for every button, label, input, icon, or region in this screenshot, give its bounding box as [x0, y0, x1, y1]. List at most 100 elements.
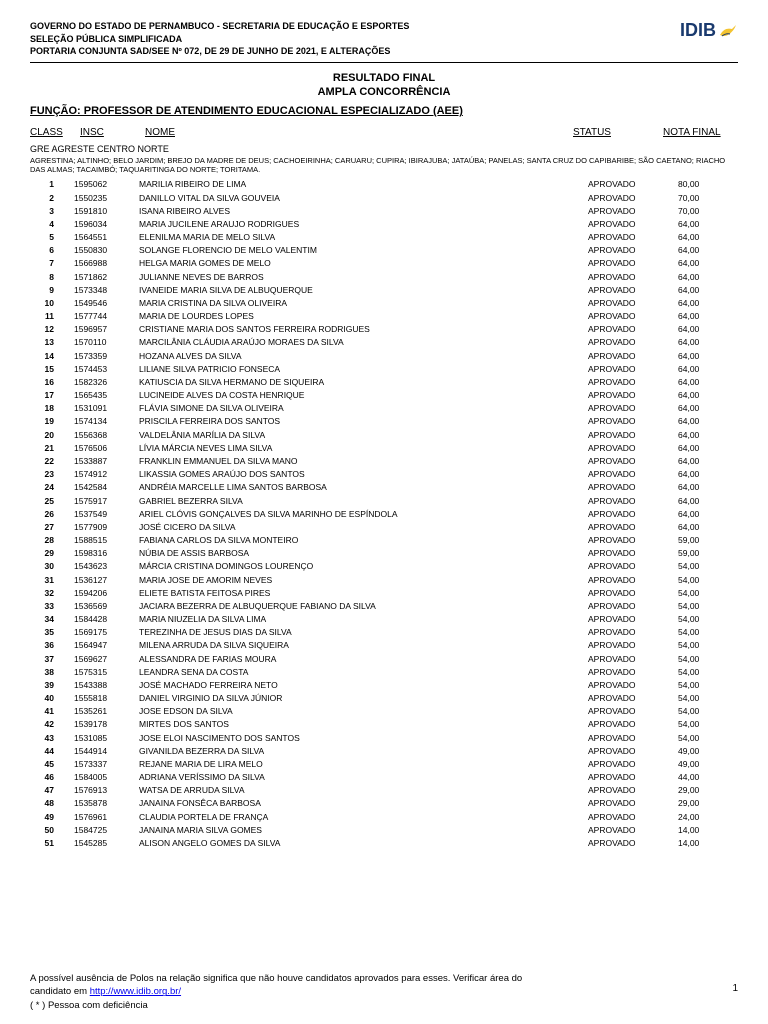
table-row: 411535261JOSE EDSON DA SILVAAPROVADO54,0… [30, 705, 738, 718]
cell-class: 18 [30, 402, 60, 415]
cell-insc: 1594206 [60, 587, 125, 600]
cell-insc: 1535878 [60, 797, 125, 810]
cell-class: 8 [30, 271, 60, 284]
cell-status: APROVADO [588, 336, 678, 349]
cell-class: 37 [30, 653, 60, 666]
cell-nota: 64,00 [678, 363, 738, 376]
table-row: 401555818DANIEL VIRGINIO DA SILVA JÚNIOR… [30, 692, 738, 705]
footer-line-1b: candidato em http://www.idib.org.br/ [30, 985, 738, 998]
cell-insc: 1574134 [60, 415, 125, 428]
cell-status: APROVADO [588, 534, 678, 547]
cell-class: 23 [30, 468, 60, 481]
cell-status: APROVADO [588, 402, 678, 415]
cell-insc: 1584725 [60, 824, 125, 837]
table-row: 111577744MARIA DE LOURDES LOPESAPROVADO6… [30, 310, 738, 323]
cell-class: 27 [30, 521, 60, 534]
footer-link[interactable]: http://www.idib.org.br/ [90, 986, 181, 997]
cell-insc: 1535261 [60, 705, 125, 718]
cell-status: APROVADO [588, 350, 678, 363]
cell-class: 43 [30, 732, 60, 745]
cell-status: APROVADO [588, 376, 678, 389]
cell-status: APROVADO [588, 745, 678, 758]
cell-nome: FABIANA CARLOS DA SILVA MONTEIRO [125, 534, 588, 547]
table-row: 91573348IVANEIDE MARIA SILVA DE ALBUQUER… [30, 284, 738, 297]
table-row: 131570110MARCILÂNIA CLÁUDIA ARAÚJO MORAE… [30, 336, 738, 349]
cell-class: 20 [30, 429, 60, 442]
cell-insc: 1542584 [60, 481, 125, 494]
header-line-2: SELEÇÃO PÚBLICA SIMPLIFICADA [30, 33, 409, 46]
col-header-nome: NOME [145, 127, 573, 138]
cell-status: APROVADO [588, 560, 678, 573]
cell-nome: JOSE ELOI NASCIMENTO DOS SANTOS [125, 732, 588, 745]
cell-insc: 1543623 [60, 560, 125, 573]
region-cities: AGRESTINA; ALTINHO; BELO JARDIM; BREJO D… [30, 156, 738, 174]
cell-insc: 1536569 [60, 600, 125, 613]
region-name: GRE AGRESTE CENTRO NORTE [30, 144, 738, 154]
cell-nome: ALISON ANGELO GOMES DA SILVA [125, 837, 588, 850]
cell-nota: 54,00 [678, 666, 738, 679]
cell-status: APROVADO [588, 205, 678, 218]
table-row: 181531091FLÁVIA SIMONE DA SILVA OLIVEIRA… [30, 402, 738, 415]
table-row: 511545285ALISON ANGELO GOMES DA SILVAAPR… [30, 837, 738, 850]
cell-class: 51 [30, 837, 60, 850]
cell-class: 26 [30, 508, 60, 521]
title-block: RESULTADO FINAL AMPLA CONCORRÊNCIA [30, 71, 738, 100]
cell-nota: 64,00 [678, 257, 738, 270]
cell-class: 12 [30, 323, 60, 336]
logo-bird-icon [718, 23, 738, 39]
cell-status: APROVADO [588, 455, 678, 468]
cell-insc: 1577909 [60, 521, 125, 534]
cell-nota: 29,00 [678, 797, 738, 810]
cell-class: 11 [30, 310, 60, 323]
cell-status: APROVADO [588, 574, 678, 587]
cell-insc: 1574453 [60, 363, 125, 376]
cell-insc: 1539178 [60, 718, 125, 731]
cell-status: APROVADO [588, 415, 678, 428]
cell-nome: CRISTIANE MARIA DOS SANTOS FERREIRA RODR… [125, 323, 588, 336]
table-row: 311536127MARIA JOSE DE AMORIM NEVESAPROV… [30, 574, 738, 587]
cell-nome: HOZANA ALVES DA SILVA [125, 350, 588, 363]
cell-nota: 80,00 [678, 178, 738, 191]
cell-status: APROVADO [588, 824, 678, 837]
cell-nota: 54,00 [678, 560, 738, 573]
cell-nota: 64,00 [678, 455, 738, 468]
cell-insc: 1536127 [60, 574, 125, 587]
cell-status: APROVADO [588, 442, 678, 455]
cell-nome: DANILLO VITAL DA SILVA GOUVEIA [125, 192, 588, 205]
cell-nota: 14,00 [678, 837, 738, 850]
cell-class: 1 [30, 178, 60, 191]
cell-insc: 1595062 [60, 178, 125, 191]
cell-nome: IVANEIDE MARIA SILVA DE ALBUQUERQUE [125, 284, 588, 297]
col-header-nota: NOTA FINAL [663, 127, 738, 138]
cell-status: APROVADO [588, 231, 678, 244]
cell-nome: ALESSANDRA DE FARIAS MOURA [125, 653, 588, 666]
cell-class: 17 [30, 389, 60, 402]
table-row: 501584725JANAINA MARIA SILVA GOMESAPROVA… [30, 824, 738, 837]
cell-nome: ANDRÉIA MARCELLE LIMA SANTOS BARBOSA [125, 481, 588, 494]
cell-nome: MARIA CRISTINA DA SILVA OLIVEIRA [125, 297, 588, 310]
table-row: 241542584ANDRÉIA MARCELLE LIMA SANTOS BA… [30, 481, 738, 494]
cell-nota: 49,00 [678, 745, 738, 758]
table-row: 201556368VALDELÂNIA MARÍLIA DA SILVAAPRO… [30, 429, 738, 442]
cell-status: APROVADO [588, 468, 678, 481]
table-row: 251575917GABRIEL BEZERRA SILVAAPROVADO64… [30, 495, 738, 508]
cell-status: APROVADO [588, 257, 678, 270]
table-row: 271577909JOSÉ CICERO DA SILVAAPROVADO64,… [30, 521, 738, 534]
col-header-insc: INSC [80, 127, 145, 138]
cell-insc: 1543388 [60, 679, 125, 692]
cell-class: 22 [30, 455, 60, 468]
cell-class: 49 [30, 811, 60, 824]
cell-nome: VALDELÂNIA MARÍLIA DA SILVA [125, 429, 588, 442]
cell-nome: ARIEL CLÓVIS GONÇALVES DA SILVA MARINHO … [125, 508, 588, 521]
cell-nota: 64,00 [678, 271, 738, 284]
cell-nome: FLÁVIA SIMONE DA SILVA OLIVEIRA [125, 402, 588, 415]
cell-nome: JULIANNE NEVES DE BARROS [125, 271, 588, 284]
cell-nota: 64,00 [678, 244, 738, 257]
cell-nome: NÚBIA DE ASSIS BARBOSA [125, 547, 588, 560]
cell-insc: 1564947 [60, 639, 125, 652]
cell-status: APROVADO [588, 178, 678, 191]
cell-nome: MARILIA RIBEIRO DE LIMA [125, 178, 588, 191]
table-row: 191574134PRISCILA FERREIRA DOS SANTOSAPR… [30, 415, 738, 428]
cell-insc: 1591810 [60, 205, 125, 218]
cell-insc: 1565435 [60, 389, 125, 402]
